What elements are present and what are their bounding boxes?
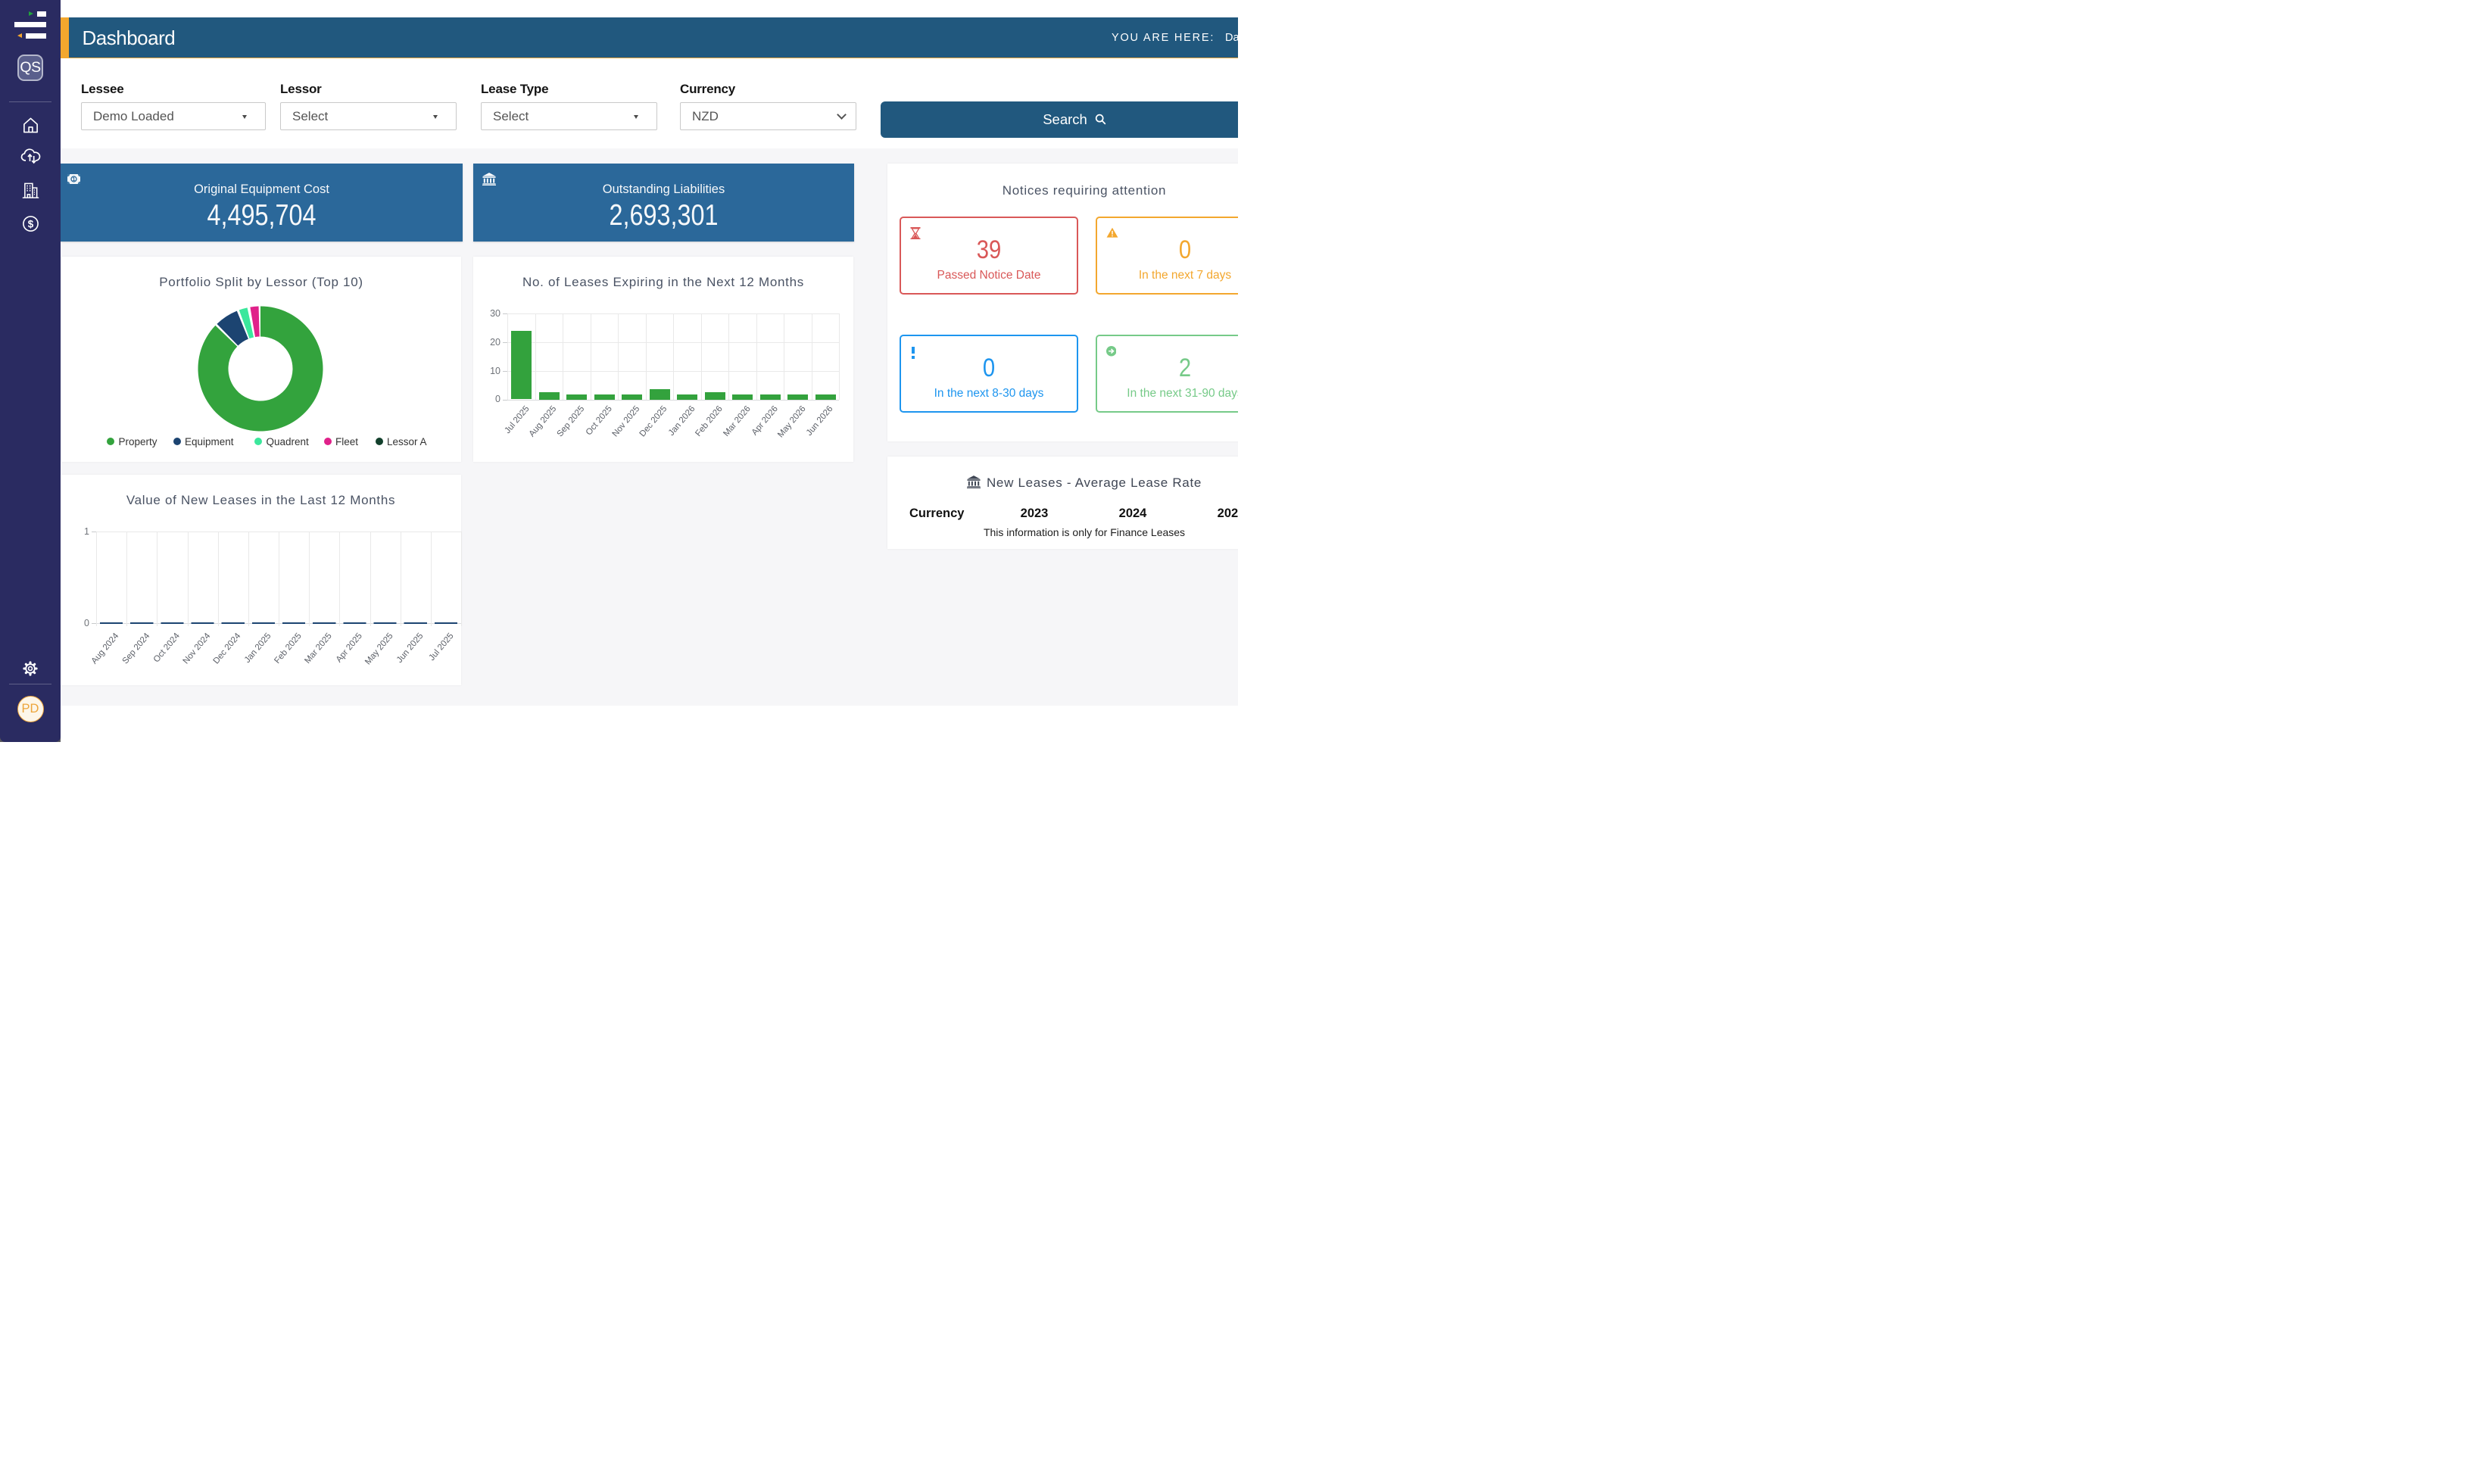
svg-text:1: 1 xyxy=(72,176,75,182)
svg-text:$: $ xyxy=(28,218,34,229)
